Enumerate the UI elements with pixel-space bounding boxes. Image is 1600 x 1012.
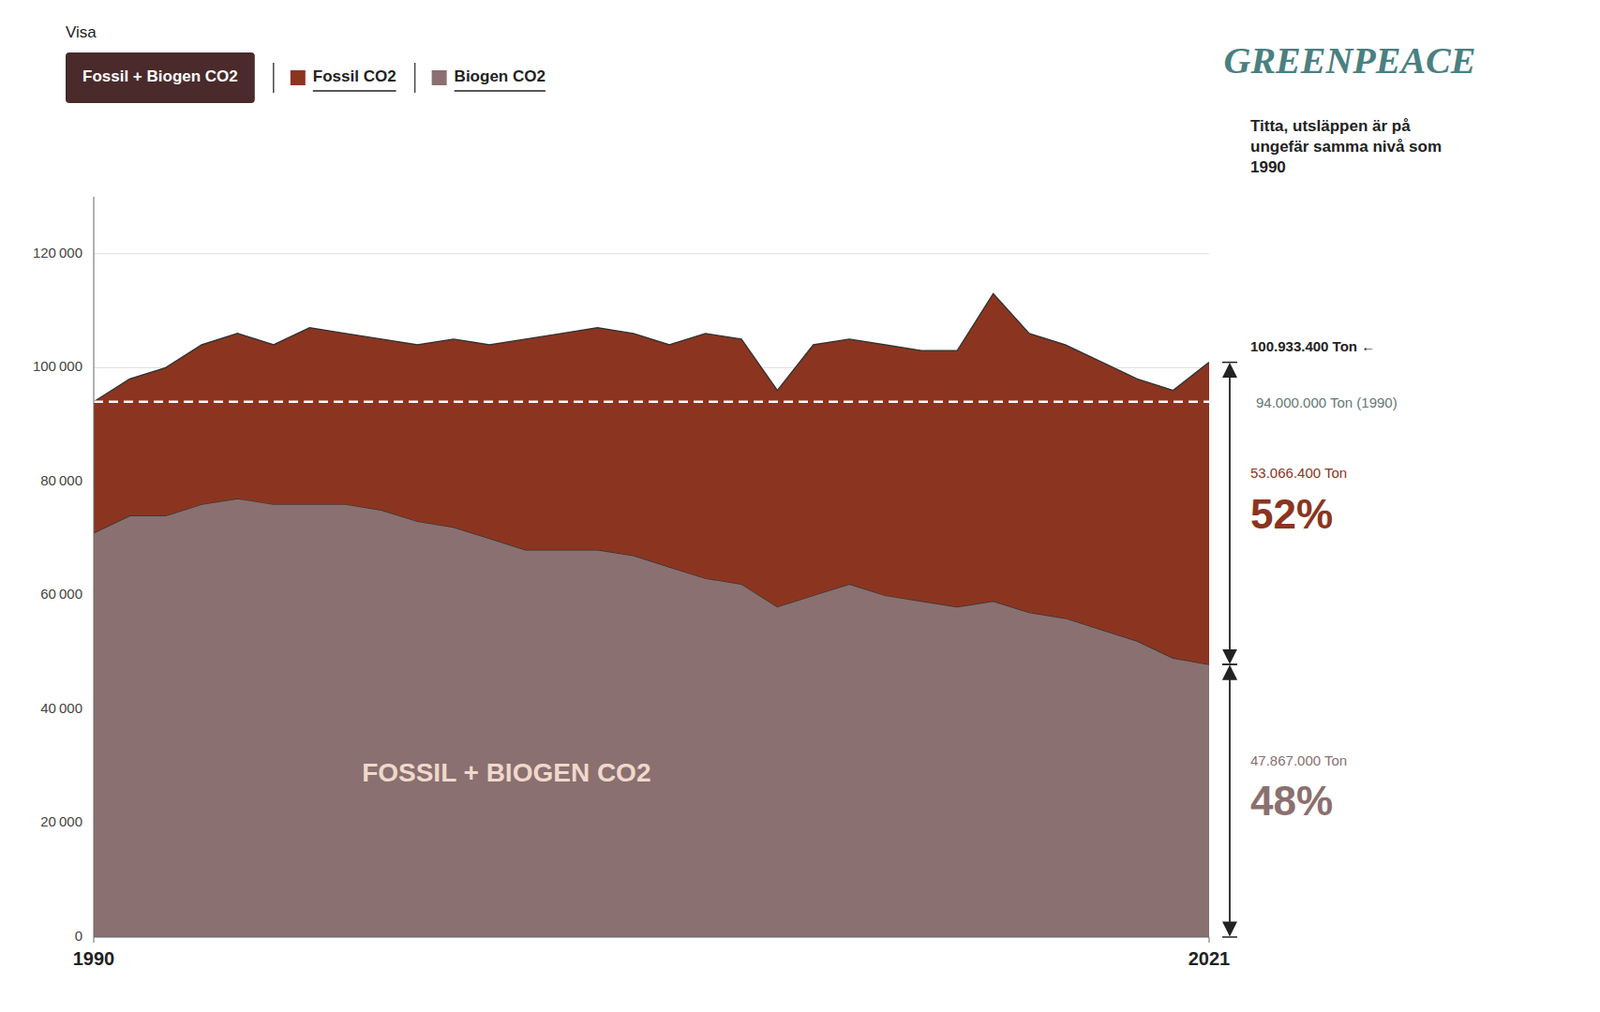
y-tick-label: 100 000	[32, 358, 83, 374]
legend-underline	[454, 89, 546, 92]
y-axis-line	[93, 196, 95, 938]
logo: GREENPEACE	[1224, 39, 1477, 82]
grid-line	[93, 937, 1210, 939]
legend-underline	[313, 89, 397, 92]
grid	[93, 254, 1210, 938]
y-tick-label: 0	[74, 927, 83, 944]
bracket-end	[1222, 361, 1238, 364]
y-tick-label: 60 000	[40, 585, 83, 602]
note: Titta, utsläppen är på ungefär samma nivå…	[1250, 117, 1442, 177]
legend: Visa Fossil + Biogen CO2 Fossil CO2 Biogen …	[65, 23, 546, 104]
legend-separator	[414, 62, 417, 93]
y-tick-label: 20 000	[40, 813, 83, 830]
y-tick-label: 40 000	[40, 700, 83, 717]
legend-swatch	[432, 70, 448, 86]
bracket-arrow	[1228, 666, 1231, 936]
note-line: 1990	[1250, 158, 1286, 177]
bracket-label: 47.867.000 Ton	[1250, 752, 1347, 769]
bracket-arrow	[1228, 364, 1231, 663]
legend-combined-label: Fossil + Biogen CO2	[82, 67, 239, 86]
bracket-end	[1222, 663, 1238, 666]
x-tick-label: 1990	[73, 948, 116, 970]
legend-combined-box	[65, 52, 255, 104]
area-label: FOSSIL + BIOGEN CO2	[361, 758, 651, 788]
x-tick	[93, 937, 95, 943]
legend-title: Visa	[65, 23, 97, 42]
bracket-value-label: 52%	[1250, 491, 1333, 538]
bracket-label: 53.066.400 Ton	[1250, 464, 1347, 481]
bracket-end	[1222, 936, 1238, 939]
grid-line	[93, 253, 1210, 255]
y-tick-label: 80 000	[40, 472, 83, 489]
legend-label: Fossil CO2	[313, 67, 397, 86]
legend-separator	[272, 62, 275, 93]
legend-label: Biogen CO2	[454, 67, 546, 86]
x-tick	[1209, 937, 1211, 943]
area-edge	[93, 293, 1210, 402]
x-axis-line	[93, 937, 1210, 939]
bracket-value-label: 48%	[1250, 777, 1333, 824]
note-line: Titta, utsläppen är på	[1250, 117, 1411, 135]
top-marker-label: 100.933.400 Ton ←	[1250, 338, 1376, 355]
chart: 0 20 000 40 000 60 000 80 000 100 000 120 000 1…	[0, 0, 1600, 1012]
reference-line	[93, 401, 1210, 404]
x-tick-label: 2021	[1188, 948, 1231, 970]
y-tick-label: 120 000	[32, 244, 83, 261]
area	[93, 293, 1210, 665]
plot-data	[93, 293, 1210, 938]
bracket-end	[1222, 663, 1238, 666]
legend-swatch	[290, 70, 306, 86]
reference-line-label: 94.000.000 Ton (1990)	[1256, 394, 1398, 411]
note-line: ungefär samma nivå som	[1250, 137, 1442, 156]
